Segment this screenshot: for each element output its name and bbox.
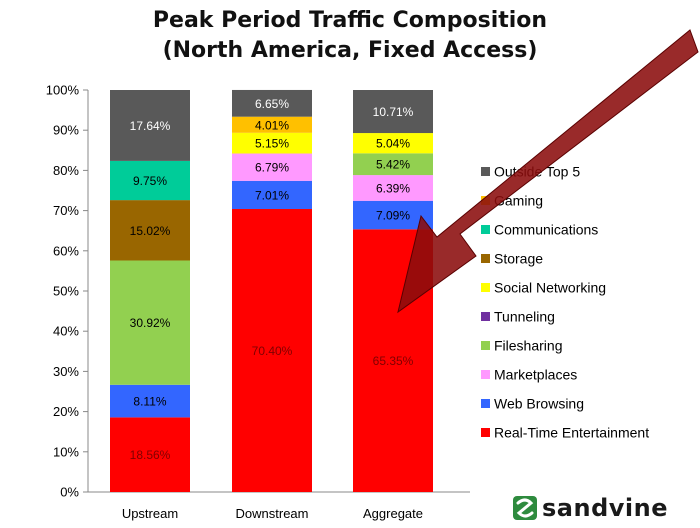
- brand-name: sandvine: [542, 494, 668, 522]
- bar-segment-marketplaces-downstream: [232, 153, 312, 181]
- data-label-outside-top-5-downstream: 6.65%: [255, 97, 289, 111]
- bar-segment-real-time-entertainment-downstream: [232, 208, 312, 492]
- bar-segment-web-browsing-downstream: [232, 180, 312, 209]
- legend-label-communications: Communications: [494, 222, 598, 238]
- y-tick-label: 50%: [53, 284, 79, 299]
- data-label-real-time-entertainment-aggregate: 65.35%: [373, 354, 414, 368]
- y-tick-label: 90%: [53, 123, 79, 138]
- legend-swatch-marketplaces: [481, 370, 490, 379]
- bar-segment-outside-top-5-upstream: [110, 90, 190, 161]
- legend-label-storage: Storage: [494, 251, 543, 267]
- legend-label-marketplaces: Marketplaces: [494, 367, 577, 383]
- bar-segment-social-networking-aggregate: [353, 133, 433, 154]
- sandvine-logo-icon: [513, 496, 537, 520]
- legend-swatch-filesharing: [481, 341, 490, 350]
- bar-segment-filesharing-aggregate: [353, 153, 433, 176]
- y-tick-label: 20%: [53, 404, 79, 419]
- bar-segment-storage-upstream: [110, 200, 190, 261]
- data-label-outside-top-5-upstream: 17.64%: [130, 119, 171, 133]
- data-label-social-networking-downstream: 5.15%: [255, 137, 289, 151]
- data-label-web-browsing-aggregate: 7.09%: [376, 209, 410, 223]
- bar-segment-real-time-entertainment-upstream: [110, 417, 190, 492]
- bar-segment-gaming-downstream: [232, 116, 312, 133]
- data-label-gaming-downstream: 4.01%: [255, 118, 289, 132]
- legend-swatch-outside-top-5: [481, 167, 490, 176]
- bar-segment-filesharing-upstream: [110, 260, 190, 385]
- data-label-marketplaces-downstream: 6.79%: [255, 161, 289, 175]
- y-tick-label: 30%: [53, 364, 79, 379]
- data-label-real-time-entertainment-downstream: 70.40%: [252, 344, 293, 358]
- y-tick-label: 100%: [46, 83, 80, 98]
- chart-title-line-2: (North America, Fixed Access): [162, 38, 538, 63]
- data-label-filesharing-aggregate: 5.42%: [376, 158, 410, 172]
- legend-swatch-communications: [481, 225, 490, 234]
- y-tick-label: 0%: [60, 485, 79, 500]
- bar-segment-outside-top-5-downstream: [232, 89, 312, 117]
- y-tick-label: 60%: [53, 243, 79, 258]
- x-category-label: Downstream: [236, 506, 309, 521]
- bar-segment-social-networking-downstream: [232, 132, 312, 154]
- data-label-outside-top-5-aggregate: 10.71%: [373, 105, 414, 119]
- y-tick-label: 10%: [53, 444, 79, 459]
- chart-title: Peak Period Traffic Composition (North A…: [0, 6, 700, 66]
- data-label-social-networking-aggregate: 5.04%: [376, 137, 410, 151]
- y-tick-label: 40%: [53, 324, 79, 339]
- data-label-marketplaces-aggregate: 6.39%: [376, 181, 410, 195]
- legend-label-social-networking: Social Networking: [494, 280, 606, 296]
- bar-segment-communications-upstream: [110, 160, 190, 201]
- legend-label-web-browsing: Web Browsing: [494, 396, 584, 412]
- data-label-storage-upstream: 15.02%: [130, 224, 171, 238]
- x-category-label: Upstream: [122, 506, 178, 521]
- legend-swatch-tunneling: [481, 312, 490, 321]
- data-label-web-browsing-downstream: 7.01%: [255, 188, 289, 202]
- y-tick-label: 70%: [53, 203, 79, 218]
- sandvine-logo: sandvine: [512, 494, 668, 522]
- data-label-communications-upstream: 9.75%: [133, 174, 167, 188]
- legend-swatch-storage: [481, 254, 490, 263]
- data-label-real-time-entertainment-upstream: 18.56%: [130, 448, 171, 462]
- bar-segment-outside-top-5-aggregate: [353, 90, 433, 134]
- legend-label-real-time-entertainment: Real-Time Entertainment: [494, 425, 649, 441]
- y-tick-label: 80%: [53, 163, 79, 178]
- legend-swatch-social-networking: [481, 283, 490, 292]
- legend-label-filesharing: Filesharing: [494, 338, 562, 354]
- legend-label-tunneling: Tunneling: [494, 309, 555, 325]
- bar-segment-marketplaces-aggregate: [353, 175, 433, 201]
- red-arrow-annotation: [397, 29, 699, 314]
- bar-segment-web-browsing-upstream: [110, 384, 190, 418]
- x-category-label: Aggregate: [363, 506, 423, 521]
- legend-swatch-real-time-entertainment: [481, 428, 490, 437]
- data-label-filesharing-upstream: 30.92%: [130, 316, 171, 330]
- legend-swatch-web-browsing: [481, 399, 490, 408]
- data-label-web-browsing-upstream: 8.11%: [133, 395, 166, 409]
- chart-title-line-1: Peak Period Traffic Composition: [152, 8, 548, 33]
